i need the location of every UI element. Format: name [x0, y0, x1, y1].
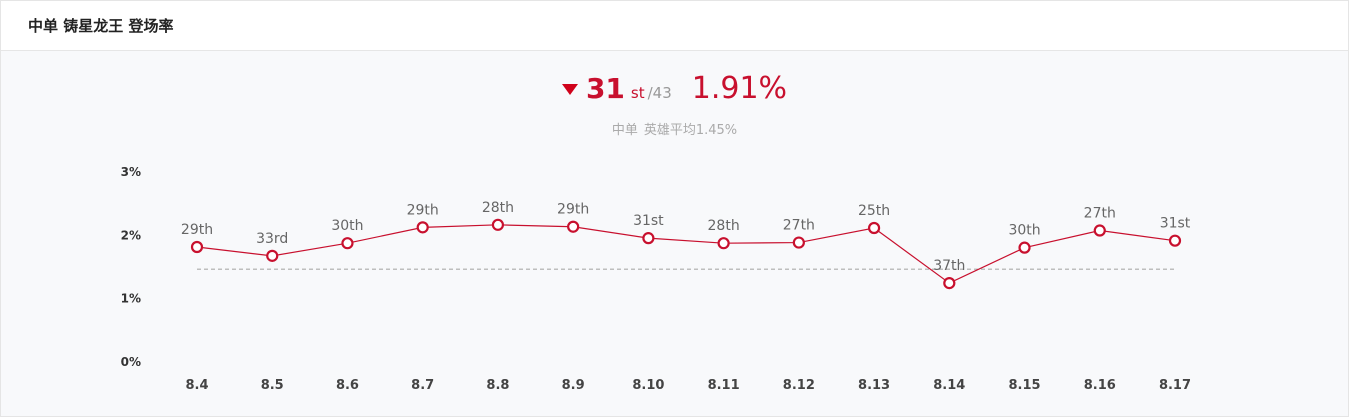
data-point[interactable]	[266, 249, 279, 262]
rank-total: /43	[647, 84, 672, 102]
y-tick-label: 3%	[121, 165, 141, 179]
x-tick-label: 8.11	[708, 378, 740, 393]
panel-title: 中单 铸星龙王 登场率	[28, 17, 174, 35]
x-tick-label: 8.7	[411, 378, 434, 393]
data-points	[190, 218, 1182, 290]
rank-labels: 29th 33rd 30th 29th 28th 29th 31st 28th 27th 25th…	[181, 200, 1191, 274]
average-role-label: 中单	[611, 123, 638, 138]
data-point[interactable]	[416, 221, 429, 234]
rank-label: 25th	[858, 203, 890, 219]
rank-label: 28th	[708, 218, 740, 234]
data-point[interactable]	[1093, 224, 1106, 237]
data-point[interactable]	[1168, 234, 1182, 247]
rank-label: 33rd	[256, 231, 288, 247]
x-axis: 8.4 8.5 8.6 8.7 8.8 8.9 8.10 8.11 8.12 8.13 8.14 8.…	[185, 378, 1191, 393]
data-point[interactable]	[792, 236, 805, 249]
data-point[interactable]	[717, 237, 730, 250]
rank-label: 31st	[633, 213, 664, 229]
y-tick-label: 0%	[121, 355, 141, 369]
rank-label: 30th	[1008, 223, 1040, 239]
x-tick-label: 8.15	[1008, 378, 1040, 393]
series-line	[196, 224, 1176, 284]
data-point[interactable]	[567, 220, 580, 233]
rank-label: 37th	[933, 258, 965, 274]
x-tick-label: 8.8	[486, 378, 509, 393]
data-point[interactable]	[1018, 241, 1031, 254]
rank-label: 30th	[331, 218, 363, 234]
usage-rate-value: 1.91%	[691, 71, 788, 106]
rank-label: 27th	[1084, 206, 1116, 222]
rank-label: 29th	[407, 202, 439, 218]
average-rate-label: 英雄平均1.45%	[643, 123, 738, 138]
y-tick-label: 1%	[121, 292, 141, 306]
x-tick-label: 8.6	[336, 378, 359, 393]
data-point[interactable]	[341, 237, 354, 250]
data-point[interactable]	[867, 221, 881, 235]
y-axis: 3% 2% 1% 0%	[121, 165, 141, 369]
rank-number: 31	[585, 72, 625, 105]
x-tick-label: 8.5	[261, 378, 284, 393]
y-tick-label: 2%	[121, 228, 141, 242]
x-tick-label: 8.4	[185, 378, 208, 393]
rank-label: 31st	[1160, 216, 1191, 232]
x-tick-label: 8.14	[933, 378, 965, 393]
rank-summary: 31 st /43 1.91%	[1, 71, 1348, 111]
data-point[interactable]	[642, 232, 655, 245]
panel-header: 中单 铸星龙王 登场率	[1, 1, 1348, 51]
x-tick-label: 8.9	[562, 378, 585, 393]
rank-label: 29th	[181, 222, 213, 238]
x-tick-label: 8.17	[1159, 378, 1191, 393]
x-tick-label: 8.12	[783, 378, 815, 393]
rank-suffix: st	[630, 84, 645, 102]
average-rate-text: 中单 英雄平均1.45%	[1, 119, 1348, 138]
x-tick-label: 8.16	[1084, 378, 1116, 393]
rank-label: 29th	[557, 202, 589, 218]
data-point[interactable]	[190, 240, 204, 254]
rank-label: 27th	[783, 218, 815, 234]
rank-label: 28th	[482, 200, 514, 216]
down-arrow-icon	[561, 84, 578, 95]
x-tick-label: 8.13	[858, 378, 890, 393]
x-tick-label: 8.10	[632, 378, 664, 393]
data-point[interactable]	[943, 277, 956, 290]
data-point[interactable]	[491, 218, 505, 231]
